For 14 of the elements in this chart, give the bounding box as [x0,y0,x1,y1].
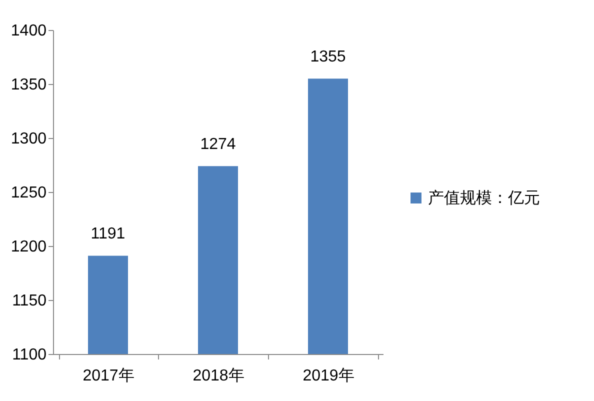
y-tick-label: 1400 [10,22,47,40]
x-tick-label: 2018年 [192,368,244,384]
y-tick-label: 1250 [10,184,47,202]
x-tick-label: 2017年 [82,368,134,384]
y-tick-label: 1150 [12,292,47,310]
x-tick-label: 2019年 [302,368,354,384]
legend-label: 产值规模：亿元 [428,189,540,207]
data-label: 1191 [90,226,126,243]
y-tick-label: 1100 [12,346,47,364]
y-tick-label: 1300 [10,130,47,148]
data-label: 1355 [310,48,346,66]
y-tick-label: 1200 [10,238,47,256]
y-tick-label: 1350 [10,76,47,94]
data-label: 1274 [200,136,236,154]
